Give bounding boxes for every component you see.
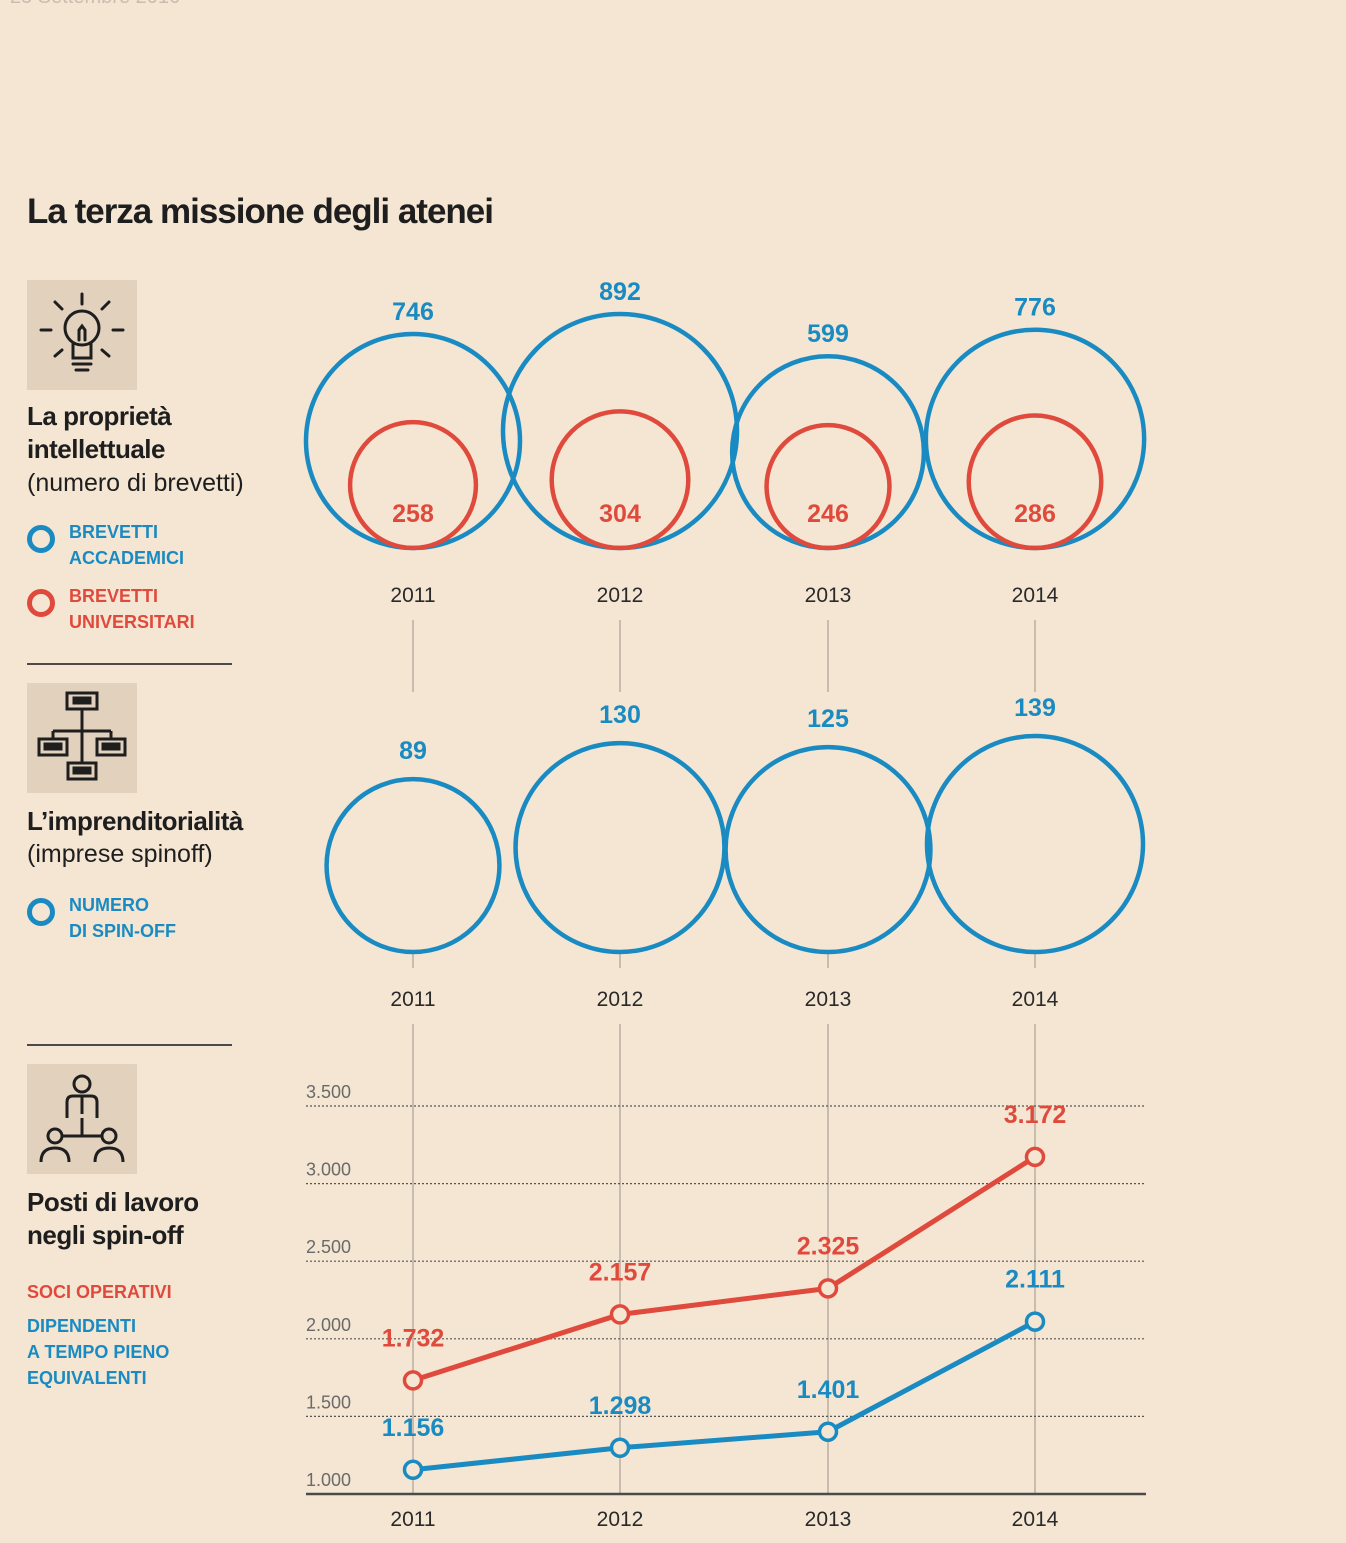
y-tick-label: 2.000 (306, 1315, 351, 1335)
brevetti-universitari-label: 258 (392, 500, 434, 528)
brevetti-universitari-label: 246 (807, 500, 849, 528)
brevetti-accademici-label: 892 (599, 278, 641, 306)
brevetti-universitari-bubble (764, 422, 892, 551)
jobs-section-title: Posti di lavoro negli spin-off (27, 1187, 199, 1250)
legend-red-ring-icon (27, 589, 55, 617)
y-tick-label: 1.500 (306, 1392, 351, 1412)
patents-year-label: 2011 (390, 584, 435, 607)
y-tick-label: 3.500 (306, 1082, 351, 1102)
spinoff-section-subtitle: (imprese spinoff) (27, 840, 213, 868)
section-divider (27, 1044, 232, 1046)
lightbulb-icon (27, 280, 137, 390)
brevetti-accademici-bubble (729, 353, 927, 551)
y-tick-label: 2.500 (306, 1237, 351, 1257)
brevetti-universitari-label: 286 (1014, 500, 1056, 528)
section-divider (27, 663, 232, 665)
brevetti-accademici-bubble (923, 327, 1147, 551)
soci-operativi-label: 2.325 (797, 1232, 860, 1260)
spinoff-label: 139 (1014, 694, 1056, 722)
patents-year-label: 2013 (805, 584, 852, 607)
jobs-year-label: 2011 (390, 1508, 435, 1531)
dipendenti-label: 1.401 (797, 1376, 860, 1404)
dipendenti-line (412, 1319, 1037, 1473)
legend-blue-ring-icon (27, 898, 55, 926)
spinoff-section-title: L’imprenditorialità (27, 806, 243, 836)
spinoff-bubble (324, 776, 502, 955)
brevetti-accademici-bubble (500, 311, 740, 551)
patents-year-label: 2012 (597, 584, 644, 607)
brevetti-universitari-bubble (966, 413, 1104, 551)
brevetti-universitari-bubble (549, 409, 691, 551)
org-chart-icon (27, 683, 137, 793)
people-network-icon (27, 1064, 137, 1174)
spinoff-year-label: 2011 (390, 988, 435, 1011)
y-tick-label: 1.000 (306, 1470, 351, 1490)
brevetti-accademici-bubble (303, 331, 523, 551)
spinoff-bubble (723, 744, 933, 955)
soci-operativi-label: 3.172 (1004, 1101, 1067, 1129)
soci-operativi-label: 2.157 (589, 1258, 652, 1286)
brevetti-universitari-bubble (347, 419, 479, 551)
spinoff-bubble (924, 733, 1146, 955)
soci-operativi-point (402, 1370, 424, 1391)
patents-section-title: La proprietà intellettuale (27, 401, 172, 464)
soci-operativi-point (817, 1278, 839, 1299)
legend-blue-ring-icon (27, 525, 55, 553)
spinoff-year-label: 2014 (1012, 988, 1059, 1011)
spinoff-label: 89 (399, 737, 427, 765)
patents-year-label: 2014 (1012, 584, 1059, 607)
soci-operativi-line (412, 1154, 1037, 1383)
spinoff-year-label: 2012 (597, 988, 644, 1011)
dipendenti-point (1024, 1311, 1046, 1332)
brevetti-accademici-label: 776 (1014, 294, 1056, 322)
soci-operativi-label: 1.732 (382, 1324, 445, 1352)
spinoff-label: 125 (807, 705, 849, 733)
spinoff-year-label: 2013 (805, 988, 852, 1011)
brevetti-accademici-label: 599 (807, 320, 849, 348)
dipendenti-label: 1.156 (382, 1414, 445, 1442)
dipendenti-label: 2.111 (1005, 1266, 1065, 1294)
legend-dipendenti: DIPENDENTI A TEMPO PIENO EQUIVALENTI (27, 1316, 170, 1388)
dipendenti-point (817, 1421, 839, 1443)
jobs-year-label: 2012 (597, 1508, 644, 1531)
patents-section-subtitle: (numero di brevetti) (27, 469, 244, 497)
dateline: 25 Settembre 2016 (10, 0, 180, 9)
dipendenti-point (609, 1437, 631, 1459)
soci-operativi-point (1024, 1146, 1046, 1168)
jobs-year-label: 2014 (1012, 1508, 1059, 1531)
legend-soci-operativi: SOCI OPERATIVI (27, 1282, 172, 1302)
jobs-year-label: 2013 (805, 1508, 852, 1531)
spinoff-label: 130 (599, 701, 641, 729)
soci-operativi-point (609, 1304, 631, 1325)
brevetti-universitari-label: 304 (599, 500, 641, 528)
spinoff-bubble (513, 740, 727, 955)
dipendenti-label: 1.298 (589, 1392, 652, 1420)
dipendenti-point (402, 1459, 424, 1481)
brevetti-accademici-label: 746 (392, 298, 434, 326)
page-title: La terza missione degli atenei (27, 192, 494, 231)
y-tick-label: 3.000 (306, 1160, 351, 1180)
